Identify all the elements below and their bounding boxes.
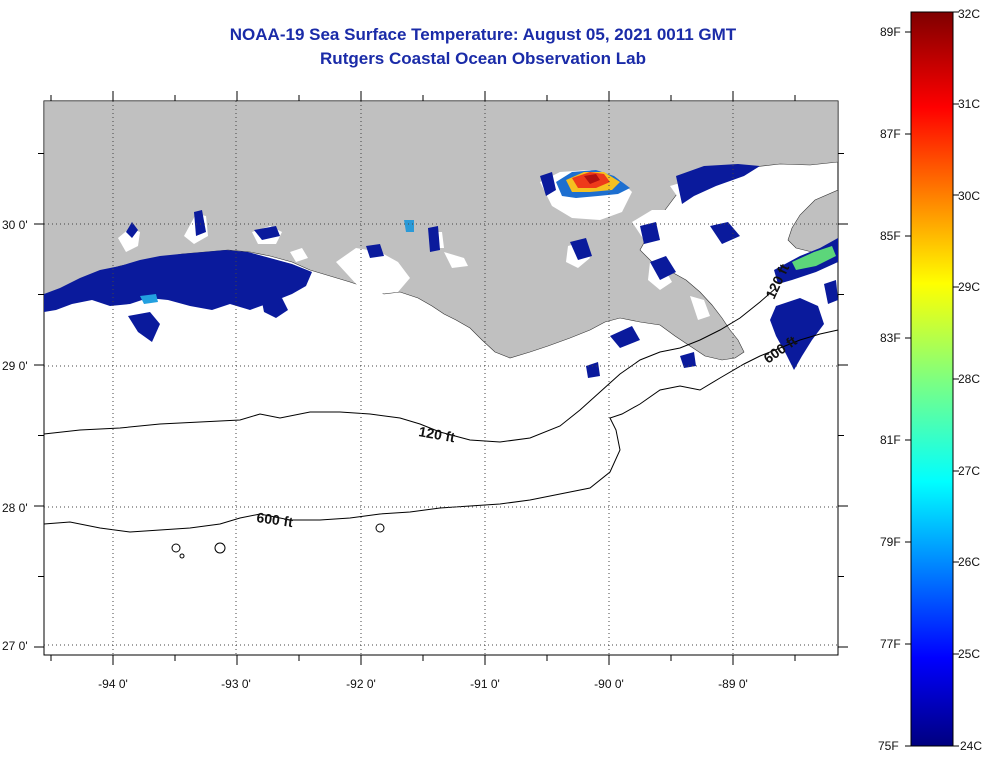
colorbar-f-label: 75F — [878, 739, 899, 753]
colorbar: 32C 31C 30C 29C 28C 27C 26C 25C 24C 89F … — [878, 7, 982, 753]
map-subtitle: Rutgers Coastal Ocean Observation Lab — [320, 49, 646, 68]
colorbar-c-label: 28C — [958, 372, 980, 386]
lat-label: 28 0' — [2, 501, 28, 515]
colorbar-c-label: 30C — [958, 189, 980, 203]
colorbar-f-label: 89F — [880, 25, 901, 39]
lon-label: -91 0' — [470, 677, 500, 691]
colorbar-f-label: 81F — [880, 433, 901, 447]
colorbar-c-label: 27C — [958, 464, 980, 478]
colorbar-f-label: 77F — [880, 637, 901, 651]
sst-patches — [44, 164, 838, 378]
colorbar-c-label: 29C — [958, 280, 980, 294]
colorbar-f-label: 83F — [880, 331, 901, 345]
colorbar-gradient — [910, 11, 954, 747]
lat-label: 29 0' — [2, 359, 28, 373]
lon-label: -92 0' — [346, 677, 376, 691]
graticule — [44, 101, 838, 655]
lon-label: -89 0' — [718, 677, 748, 691]
lon-label: -93 0' — [221, 677, 251, 691]
contour-label-600ft-west: 600 ft — [256, 509, 295, 530]
lat-label: 27 0' — [2, 639, 28, 653]
colorbar-f-label: 79F — [880, 535, 901, 549]
contour-label-120ft-west: 120 ft — [417, 423, 456, 445]
colorbar-c-label: 32C — [958, 7, 980, 21]
colorbar-c-label: 24C — [960, 739, 982, 753]
colorbar-f-label: 87F — [880, 127, 901, 141]
lat-label: 30 0' — [2, 218, 28, 232]
colorbar-c-label: 25C — [958, 647, 980, 661]
lon-label: -90 0' — [594, 677, 624, 691]
bathymetry-contours — [43, 287, 839, 559]
colorbar-f-label: 85F — [880, 229, 901, 243]
colorbar-c-label: 26C — [958, 555, 980, 569]
colorbar-c-label: 31C — [958, 97, 980, 111]
axis-ticks — [34, 91, 848, 665]
lon-labels: -94 0' -93 0' -92 0' -91 0' -90 0' -89 0… — [98, 677, 748, 691]
lon-label: -94 0' — [98, 677, 128, 691]
lat-labels: 30 0' 29 0' 28 0' 27 0' — [2, 218, 28, 653]
map-title: NOAA-19 Sea Surface Temperature: August … — [229, 25, 737, 44]
